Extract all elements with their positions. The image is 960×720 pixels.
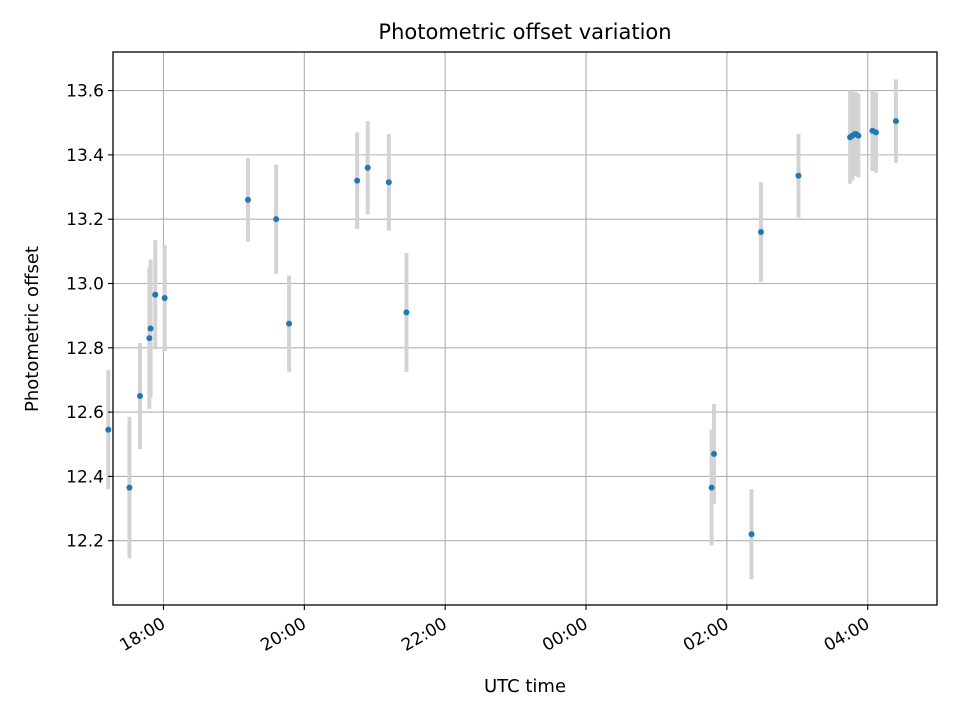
- y-axis-label: Photometric offset: [22, 246, 43, 412]
- y-tick-label: 13.6: [66, 82, 104, 102]
- data-points: [105, 118, 899, 538]
- y-tick-label: 12.8: [66, 339, 104, 359]
- data-point: [710, 450, 717, 457]
- data-point: [161, 294, 168, 301]
- y-tick-label: 13.4: [66, 146, 104, 166]
- error-bars: [106, 79, 898, 580]
- data-point: [126, 484, 133, 491]
- data-point: [708, 484, 715, 491]
- data-point: [273, 216, 280, 223]
- data-point: [152, 291, 159, 298]
- data-point: [105, 426, 112, 433]
- data-point: [892, 118, 899, 125]
- data-point: [354, 177, 361, 184]
- x-tick-label: 18:00: [117, 614, 169, 656]
- data-point: [244, 196, 251, 203]
- data-point: [364, 164, 371, 171]
- data-point: [872, 129, 879, 136]
- x-tick-label: 04:00: [821, 614, 873, 656]
- data-point: [146, 335, 153, 342]
- data-point: [748, 531, 755, 538]
- y-axis-ticks: 12.2 12.4 12.6 12.8 13.0 13.2 13.4 13.6: [66, 82, 113, 552]
- x-axis-label: UTC time: [484, 676, 566, 697]
- data-point: [757, 229, 764, 236]
- y-tick-label: 12.6: [66, 403, 104, 423]
- y-tick-label: 12.2: [66, 532, 104, 552]
- data-point: [855, 132, 862, 139]
- data-point: [286, 320, 293, 327]
- x-tick-label: 02:00: [680, 614, 732, 656]
- x-tick-label: 20:00: [257, 614, 309, 656]
- x-axis-ticks: 18:00 20:00 22:00 00:00 02:00 04:00: [117, 605, 873, 656]
- data-point: [403, 309, 410, 316]
- x-tick-label: 00:00: [539, 614, 591, 656]
- data-point: [385, 179, 392, 186]
- x-tick-label: 22:00: [398, 614, 450, 656]
- chart-title: Photometric offset variation: [378, 20, 671, 44]
- y-tick-label: 13.0: [66, 274, 104, 294]
- data-point: [136, 393, 143, 400]
- data-point: [147, 325, 154, 332]
- data-point: [795, 172, 802, 179]
- plot-frame: [112, 51, 938, 606]
- y-tick-label: 13.2: [66, 210, 104, 230]
- grid-lines: [113, 52, 937, 605]
- y-tick-label: 12.4: [66, 467, 104, 487]
